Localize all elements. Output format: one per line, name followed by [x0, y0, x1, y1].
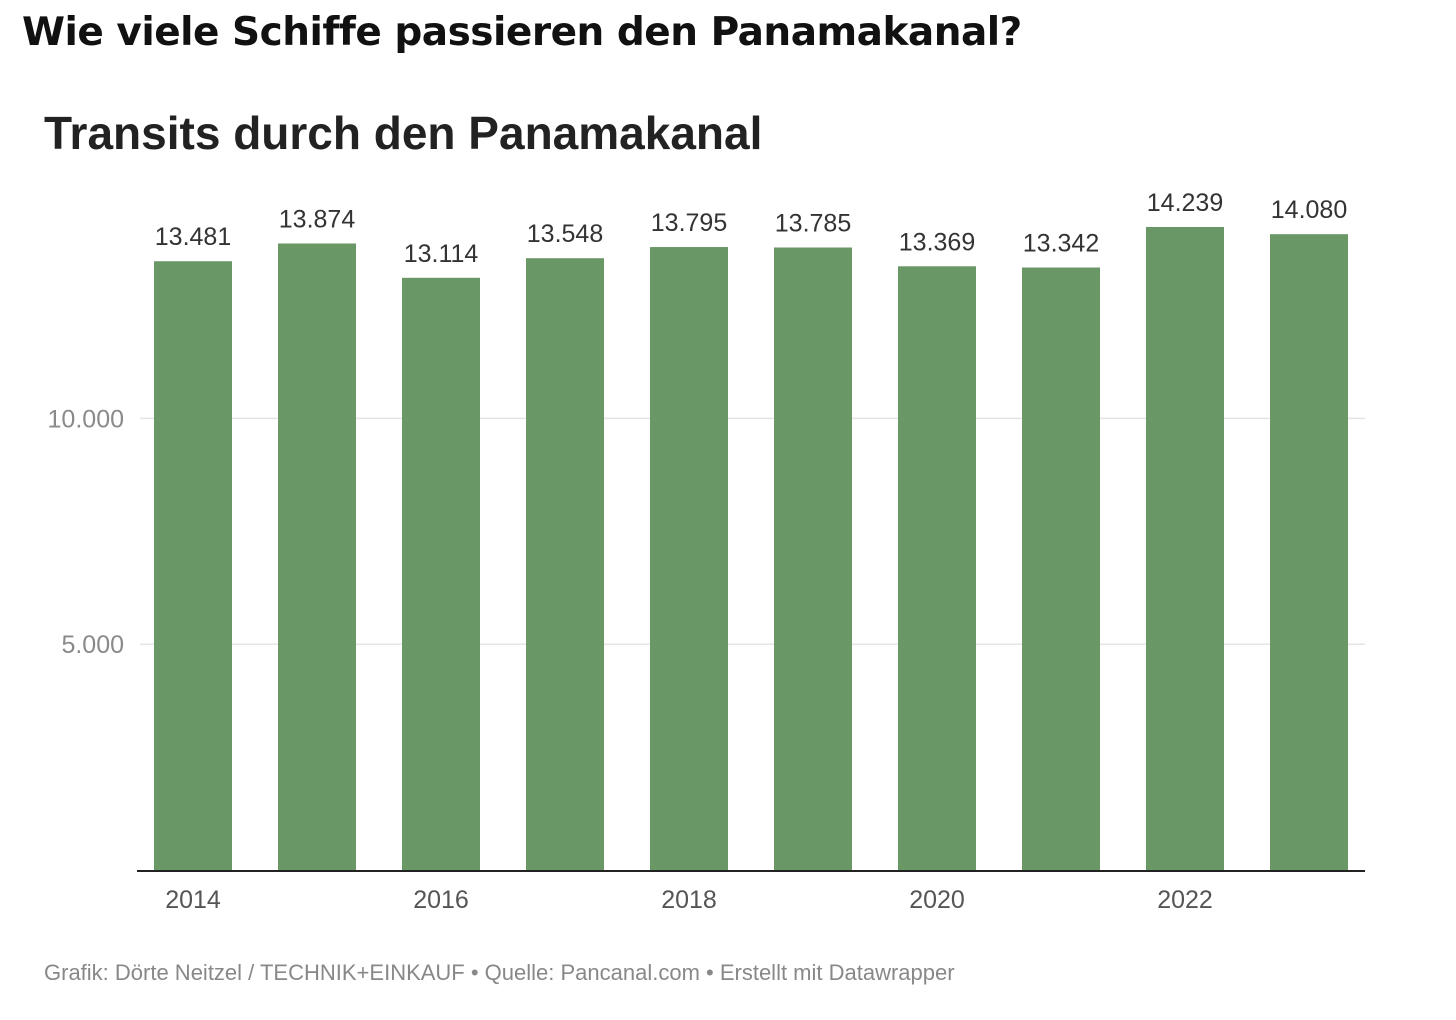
y-tick-label: 10.000 — [48, 405, 124, 433]
chart-footer-credits: Grafik: Dörte Neitzel / TECHNIK+EINKAUF … — [44, 960, 955, 985]
x-tick-label: 2014 — [165, 886, 221, 914]
bar-value-label: 14.239 — [1147, 189, 1223, 217]
bar-value-label: 14.080 — [1271, 196, 1347, 224]
axes: 5.000 10.000 2014 2016 2018 2020 2022 — [48, 405, 1365, 914]
bar-value-label: 13.785 — [775, 210, 851, 238]
chart-title: Transits durch den Panamakanal — [44, 107, 763, 159]
bar-value-label: 13.481 — [155, 223, 231, 251]
bar-2023 — [1270, 234, 1348, 871]
bars — [154, 227, 1348, 871]
bar-2014 — [154, 261, 232, 871]
bar-2016 — [402, 277, 480, 870]
bar-2017 — [526, 258, 604, 870]
bar-2020 — [898, 266, 976, 870]
bar-value-label: 13.369 — [899, 228, 975, 256]
x-tick-label: 2016 — [413, 886, 469, 914]
bar-2019 — [774, 247, 852, 870]
x-tick-label: 2022 — [1157, 886, 1213, 914]
bar-value-label: 13.548 — [527, 220, 603, 248]
bar-value-label: 13.874 — [279, 205, 356, 233]
bar-2022 — [1146, 227, 1224, 870]
page-headline: Wie viele Schiffe passieren den Panamaka… — [22, 10, 1022, 55]
bar-2015 — [278, 243, 356, 870]
x-tick-label: 2020 — [909, 886, 965, 914]
x-tick-label: 2018 — [661, 886, 717, 914]
bar-value-label: 13.795 — [651, 209, 727, 237]
y-tick-label: 5.000 — [61, 631, 124, 659]
bar-2021 — [1022, 267, 1100, 870]
bar-2018 — [650, 247, 728, 871]
bar-value-label: 13.342 — [1023, 230, 1099, 258]
bar-value-label: 13.114 — [404, 240, 479, 268]
bar-value-labels: 13.481 13.874 13.114 13.548 13.795 13.785 13.3… — [155, 189, 1347, 268]
